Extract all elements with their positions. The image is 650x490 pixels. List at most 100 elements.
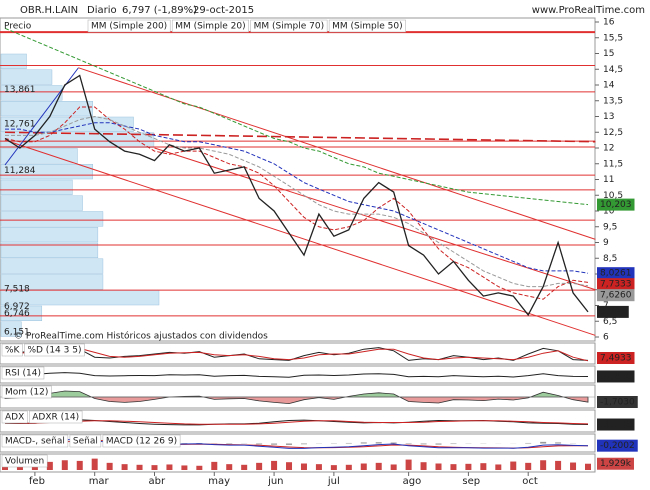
ticker: OBR.H.LAIN [20, 5, 78, 16]
y-tick-label: 6 [603, 333, 609, 343]
last-value-box [597, 278, 635, 291]
bar [525, 462, 532, 470]
last-value-label: -1,7030 [600, 398, 635, 408]
volume-profile-bar [0, 148, 78, 164]
bar [375, 462, 382, 470]
bar [555, 442, 562, 444]
bar [16, 466, 23, 470]
panel-legend-box [1, 434, 69, 448]
panel-legend: Volumen [5, 457, 44, 467]
last-value-box [597, 439, 638, 452]
profile-label: 11,284 [4, 166, 36, 176]
panel-legend: %K [5, 346, 21, 356]
volume-profile-bar [0, 85, 63, 101]
bar [91, 458, 98, 470]
period: Diario [87, 5, 117, 16]
legend-entry-box [328, 19, 406, 33]
last-value-box [597, 198, 635, 211]
panel-legend-box [24, 343, 85, 357]
bar [2, 465, 8, 470]
panel-legend: RSI (14) [5, 369, 41, 379]
last-value-label: 37,818 [600, 372, 632, 382]
volume-profile-bar [0, 195, 83, 211]
bar [166, 464, 173, 470]
x-tick-label: feb [29, 476, 45, 487]
last-value-box [597, 352, 635, 364]
bar [300, 443, 307, 445]
y-tick-label: 8,5 [603, 254, 617, 264]
series-line [4, 420, 589, 425]
last-value-box [597, 305, 629, 318]
bar [46, 461, 53, 470]
trend-line [4, 139, 596, 336]
profile-label: 6,972 [4, 302, 30, 312]
bar [286, 462, 293, 470]
y-tick-label: 10,5 [603, 191, 623, 201]
bar [405, 443, 412, 445]
panel-legend: ADXR (14) [32, 413, 79, 423]
last-value-label: 1,929k [600, 459, 632, 469]
panel-legend: Señal [73, 437, 98, 447]
legend-entry-box [171, 19, 249, 33]
series-line [4, 438, 589, 449]
profile-label: 6,746 [4, 309, 30, 319]
panel-frame [0, 342, 596, 365]
panel-legend-box [1, 454, 48, 468]
legend-price: Precio [4, 22, 32, 32]
bar [435, 443, 442, 445]
y-tick-label: 13 [603, 112, 614, 122]
volume-profile-bar [0, 179, 73, 195]
y-tick-label: 9 [603, 238, 609, 248]
panel-legend: ADX [5, 413, 24, 423]
bar [271, 460, 278, 470]
y-tick-label: 11 [603, 175, 614, 185]
volume-profile-bar [0, 305, 43, 321]
bar [345, 464, 352, 470]
panel-legend-box [1, 366, 45, 380]
bar [106, 462, 113, 470]
y-tick-label: 14,5 [603, 65, 623, 75]
bar [196, 465, 203, 470]
legend-entry: MM (Simple 70) [254, 22, 324, 32]
y-tick-label: 11,5 [603, 159, 623, 169]
volume-profile-bar [0, 69, 53, 85]
last-value-label: 10,203 [600, 200, 632, 210]
y-tick-label: 12,5 [603, 128, 623, 138]
bar [510, 461, 517, 470]
y-tick-label: 16 [603, 18, 615, 28]
bar [570, 462, 577, 470]
panel-legend: MACD (12 26 9) [106, 437, 177, 447]
y-tick-label: 13,5 [603, 96, 623, 106]
volume-profile-bar [0, 274, 104, 290]
bar [256, 443, 263, 445]
bar [465, 463, 472, 470]
momentum-area [4, 390, 589, 405]
x-tick-label: jul [327, 476, 340, 487]
bar [211, 461, 218, 470]
x-tick-label: may [208, 476, 230, 487]
last-value-label: 7,7333 [600, 280, 632, 290]
x-tick-label: abr [148, 476, 165, 487]
y-tick-label: 15 [603, 49, 614, 59]
bar [435, 463, 442, 470]
panel-frame [0, 365, 596, 384]
bar [495, 464, 502, 470]
bar [286, 443, 293, 445]
panel-legend: %D (14 3 5) [27, 346, 81, 356]
x-tick-label: ago [403, 476, 422, 487]
y-tick-label: 15,5 [603, 33, 623, 43]
profile-label: 12,761 [4, 120, 36, 130]
panel-legend-box [1, 385, 52, 399]
last-value-box [597, 418, 635, 431]
last-value-box [597, 289, 635, 302]
volume-profile-bar [0, 101, 93, 117]
bar [151, 465, 158, 470]
panel-legend: MACD-, señal [5, 437, 65, 447]
series-line [4, 106, 589, 300]
y-tick-label: 6,5 [603, 317, 617, 327]
bar [420, 443, 427, 445]
bar [136, 464, 143, 470]
legend-entry: MM (Simple 20) [175, 22, 245, 32]
footer: © ProRealTime.com Históricos ajustados c… [14, 331, 268, 342]
